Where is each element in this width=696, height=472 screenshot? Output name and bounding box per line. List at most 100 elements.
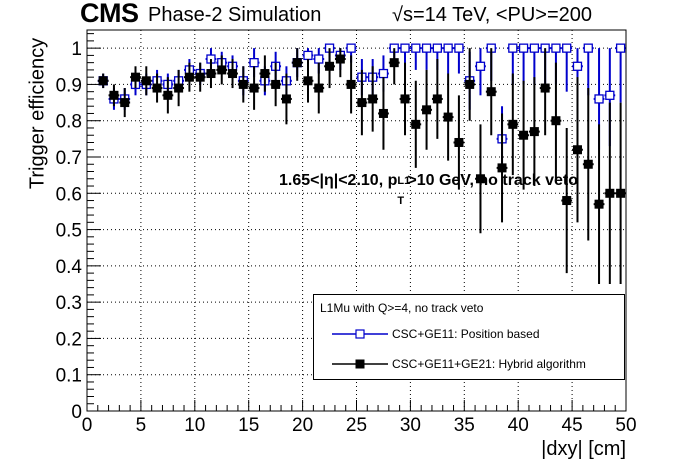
x-tick-label: 50 [615, 415, 636, 436]
data-point [174, 83, 184, 93]
data-point [508, 119, 518, 129]
data-point [238, 79, 248, 89]
data-point [249, 83, 259, 93]
data-point [141, 76, 151, 86]
data-point [368, 94, 378, 104]
x-tick-label: 5 [136, 415, 147, 436]
data-point [475, 61, 486, 71]
data-point [454, 137, 464, 147]
data-point [206, 69, 216, 79]
x-tick-label: 45 [562, 415, 583, 436]
legend-label-series1: CSC+GE11: Position based [392, 327, 540, 341]
y-tick-label: 0.5 [56, 221, 82, 242]
y-tick-label: 0.2 [56, 329, 82, 350]
data-point [217, 65, 227, 75]
y-tick-label: 0 [71, 402, 82, 423]
data-point [184, 72, 194, 82]
data-point [131, 72, 141, 82]
data-point [249, 58, 259, 68]
legend-title: L1Mu with Q>=4, no track veto [320, 301, 484, 315]
sqrt-icon: √ [392, 4, 403, 26]
data-point [486, 87, 496, 97]
y-tick-label: 0.1 [56, 366, 82, 387]
data-point [540, 83, 550, 93]
data-point [497, 163, 507, 173]
filled-square-marker-icon [332, 359, 388, 369]
data-point [303, 50, 313, 61]
data-point [465, 79, 475, 89]
data-point [400, 43, 410, 53]
data-point [163, 90, 173, 100]
data-point [529, 43, 540, 53]
series-2 [97, 48, 626, 284]
data-point [443, 112, 453, 122]
data-point [335, 54, 345, 64]
data-point [400, 94, 410, 104]
axis-ticks: 0 5 10 15 20 25 30 35 40 45 50 0 0.1 0.2 0.3 0.4 0.5 0.6 0… [56, 33, 637, 436]
data-point [378, 108, 388, 118]
x-tick-label: 15 [238, 415, 259, 436]
data-point [518, 43, 529, 53]
x-tick-label: 35 [454, 415, 475, 436]
legend-label-series2: CSC+GE11+GE21: Hybrid algorithm [392, 357, 586, 371]
annotation-suffix: >10 GeV, no track veto [407, 172, 578, 189]
data-point [432, 94, 442, 104]
x-tick-label: 20 [292, 415, 313, 436]
data-point [303, 76, 313, 86]
y-tick-label: 0.7 [56, 148, 82, 169]
data-point [605, 188, 615, 198]
data-point [572, 145, 582, 155]
data-point [120, 98, 130, 108]
x-tick-label: 30 [400, 415, 421, 436]
data-point [583, 43, 593, 53]
data-point [421, 43, 432, 53]
data-point [260, 69, 270, 79]
legend-entry-series2: CSC+GE11+GE21: Hybrid algorithm [314, 353, 624, 375]
annotation-sub: T [397, 195, 405, 207]
data-point [357, 98, 367, 108]
data-point [314, 54, 324, 64]
data-point [615, 43, 626, 53]
legend-entry-series1: CSC+GE11: Position based [314, 323, 624, 345]
y-tick-label: 0.9 [56, 75, 82, 96]
data-point [325, 61, 335, 71]
data-point [454, 43, 464, 53]
legend: L1Mu with Q>=4, no track veto CSC+GE11: … [313, 294, 625, 380]
data-point [605, 90, 615, 100]
open-square-marker-icon [332, 329, 388, 339]
subtitle: Phase-2 Simulation [148, 4, 322, 26]
y-tick-label: 0.4 [56, 257, 83, 278]
data-point [346, 43, 356, 53]
selection-annotation: 1.65<|η|<2.10, p L1 T >10 GeV, no track vet… [279, 172, 578, 207]
data-point [562, 196, 572, 206]
data-point [109, 90, 119, 100]
annotation-sup: L1 [397, 175, 411, 187]
data-point [594, 94, 604, 104]
x-tick-label: 10 [184, 415, 205, 436]
x-tick-label: 0 [82, 415, 93, 436]
data-point [378, 68, 389, 79]
data-point [389, 58, 399, 68]
x-tick-label: 40 [508, 415, 529, 436]
data-point [292, 58, 302, 68]
data-point [281, 94, 291, 104]
energy-label: √s=14 TeV, <PU>=200 [392, 4, 592, 27]
data-point [314, 83, 324, 93]
data-point [583, 159, 593, 169]
energy-text: s=14 TeV, <PU>=200 [402, 4, 593, 26]
data-point [98, 76, 108, 86]
data-point [443, 43, 453, 53]
data-point [422, 105, 432, 115]
experiment-logo-text: CMS [80, 0, 139, 28]
data-point [475, 174, 485, 184]
data-point [551, 43, 561, 53]
data-point [562, 43, 572, 53]
y-tick-label: 1 [71, 39, 82, 60]
data-point [411, 119, 421, 129]
data-point [519, 130, 529, 140]
annotation-prefix: 1.65<|η|<2.10, p [279, 172, 398, 189]
data-point [551, 116, 561, 126]
data-point [346, 79, 356, 89]
data-point [529, 127, 539, 137]
